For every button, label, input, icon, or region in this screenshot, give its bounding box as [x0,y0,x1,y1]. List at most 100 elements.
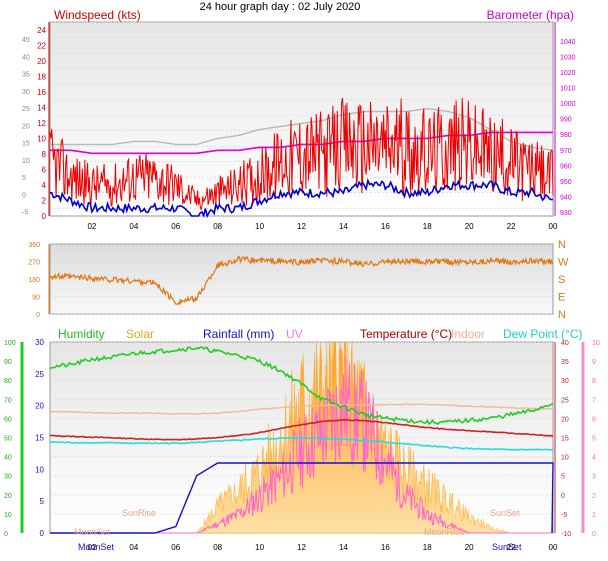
wind-outer-axis: 45 40 35 30 25 20 15 10 5 0 -5 [22,37,30,217]
rainfall-tick-label: 5 [40,497,45,506]
moonset-bottom-label: MoonSet [78,542,115,552]
windspeed-tick-label: 24 [37,26,46,35]
temperature-axis: 40 35 30 25 20 15 10 5 0 -5 -10 [554,340,571,538]
temperature-tick-label: 35 [561,359,569,366]
humidity-tick-label: 90 [4,359,12,366]
direction-series [49,255,554,306]
direction-axis: 360 270 180 90 0 [28,242,50,319]
wind-x-tick-label: 10 [255,222,264,231]
windspeed-tick-label: 4 [42,181,47,190]
wind-x-tick-label: 20 [465,222,474,231]
humidity-tick-label: 70 [4,397,12,404]
wind-x-tick-label: 06 [171,222,180,231]
wind-outer-tick-label: 15 [22,141,30,148]
wind-outer-tick-label: 10 [22,158,30,165]
indoor-temperature-line [49,403,554,415]
windspeed-tick-label: 14 [37,103,46,112]
barometer-tick-label: 960 [560,163,572,170]
barometer-label: Barometer (hpa) [487,8,574,22]
solar-legend: Solar [126,327,154,341]
barometer-tick-label: 940 [560,194,572,201]
wind-outer-tick-label: 0 [22,192,26,199]
wind-x-tick-label: 14 [339,222,348,231]
wind-x-tick-label: 00 [549,222,558,231]
wind-gust-line [49,97,554,211]
uv-tick-label: 1 [592,512,596,519]
wind-outer-tick-label: -5 [22,210,28,217]
barometer-tick-label: 970 [560,148,572,155]
wind-outer-tick-label: 35 [22,72,30,79]
direction-panel-background [49,243,554,315]
windspeed-tick-label: 6 [42,165,47,174]
windspeed-label: Windspeed (kts) [54,8,141,22]
windspeed-tick-label: 0 [42,212,47,221]
temperature-tick-label: 40 [561,340,569,347]
uv-tick-label: 2 [592,493,596,500]
compass-label: N [558,239,566,251]
humidity-tick-label: 50 [4,436,12,443]
barometer-axis: 1040 1030 1020 1010 1000 990 980 970 960 950 940 93… [554,22,576,217]
temp-x-tick-label: 18 [423,543,432,552]
uv-tick-label: 8 [592,378,596,385]
dewpoint-line [49,436,554,451]
wind-x-tick-label: 02 [87,222,96,231]
temperature-line [49,418,554,441]
temperature-tick-label: 15 [561,436,569,443]
sunset-annotation: SunSet [490,508,520,518]
temperature-tick-label: 0 [561,493,565,500]
barometer-tick-label: 990 [560,117,572,124]
temp-x-tick-label: 02 [87,543,96,552]
windspeed-tick-label: 8 [42,150,47,159]
compass-label: W [558,257,569,269]
temp-x-tick-label: 12 [297,543,306,552]
barometer-tick-label: 1000 [560,101,576,108]
compass-label: S [558,274,565,286]
compass-label: N [558,309,566,321]
uv-tick-label: 9 [592,359,596,366]
temp-x-tick-label: 20 [465,543,474,552]
windspeed-tick-label: 20 [37,57,46,66]
temp-x-tick-label: 04 [129,543,138,552]
humidity-tick-label: 40 [4,455,12,462]
uv-tick-label: 5 [592,436,596,443]
humidity-tick-label: 30 [4,474,12,481]
moonrise-annotation: MoonRise [424,527,465,537]
wind-average-line [50,178,554,219]
rainfall-axis: 30 25 20 15 10 5 0 [35,338,44,538]
temperature-tick-label: 5 [561,474,565,481]
temperature-tick-label: 25 [561,397,569,404]
temperature-legend: Temperature (°C) [360,327,452,341]
temp-x-tick-label: 08 [213,543,222,552]
wind-outer-tick-label: 25 [22,106,30,113]
wind-x-tick-label: 08 [213,222,222,231]
uv-tick-label: 3 [592,474,596,481]
temp-x-tick-label: 06 [171,543,180,552]
wind-x-tick-label: 12 [297,222,306,231]
direction-tick-label: 180 [28,277,40,284]
humidity-tick-label: 0 [4,531,8,538]
uv-tick-label: 7 [592,397,596,404]
uv-tick-label: 0 [592,531,596,538]
wind-direction-line [49,255,554,306]
temperature-tick-label: -10 [561,531,571,538]
temperature-tick-label: 10 [561,455,569,462]
uv-tick-label: 10 [592,340,600,347]
temperature-tick-label: 30 [561,378,569,385]
windspeed-tick-label: 18 [37,72,46,81]
humidity-tick-label: 80 [4,378,12,385]
wind-outer-tick-label: 40 [22,54,30,61]
temperature-tick-label: 20 [561,416,569,423]
wind-outer-tick-label: 45 [22,37,30,44]
humidity-tick-label: 10 [4,512,12,519]
rainfall-legend: Rainfall (mm) [203,327,274,341]
wind-series [49,97,554,219]
rainfall-tick-label: 20 [35,402,44,411]
humidity-tick-label: 20 [4,493,12,500]
direction-tick-label: 0 [36,312,40,319]
rainfall-tick-label: 10 [35,465,44,474]
chart-title: 24 hour graph day : 02 July 2020 [200,1,361,13]
